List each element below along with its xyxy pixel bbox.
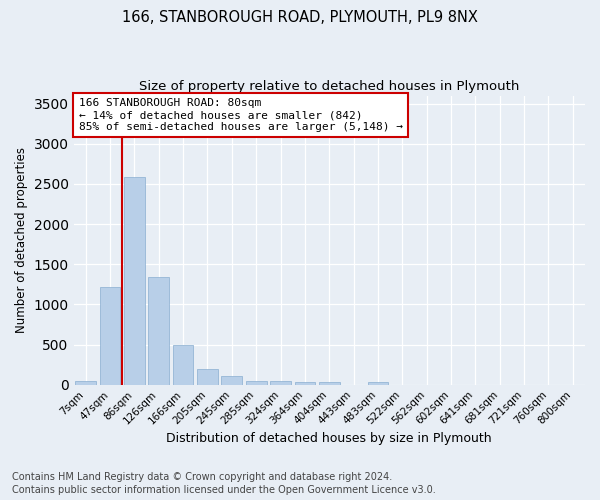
Bar [173,344,193,385]
Bar [148,277,169,384]
X-axis label: Distribution of detached houses by size in Plymouth: Distribution of detached houses by size … [166,432,492,445]
Text: 166, STANBOROUGH ROAD, PLYMOUTH, PL9 8NX: 166, STANBOROUGH ROAD, PLYMOUTH, PL9 8NX [122,10,478,25]
Bar [319,382,340,384]
Bar [124,178,145,384]
Bar [76,380,96,384]
Bar [100,286,121,384]
Bar [295,382,315,384]
Text: Contains public sector information licensed under the Open Government Licence v3: Contains public sector information licen… [12,485,436,495]
Title: Size of property relative to detached houses in Plymouth: Size of property relative to detached ho… [139,80,520,93]
Bar [368,382,388,384]
Bar [221,376,242,384]
Bar [197,370,218,384]
Bar [246,380,266,384]
Bar [270,381,291,384]
Text: Contains HM Land Registry data © Crown copyright and database right 2024.: Contains HM Land Registry data © Crown c… [12,472,392,482]
Y-axis label: Number of detached properties: Number of detached properties [15,147,28,333]
Text: 166 STANBOROUGH ROAD: 80sqm
← 14% of detached houses are smaller (842)
85% of se: 166 STANBOROUGH ROAD: 80sqm ← 14% of det… [79,98,403,132]
